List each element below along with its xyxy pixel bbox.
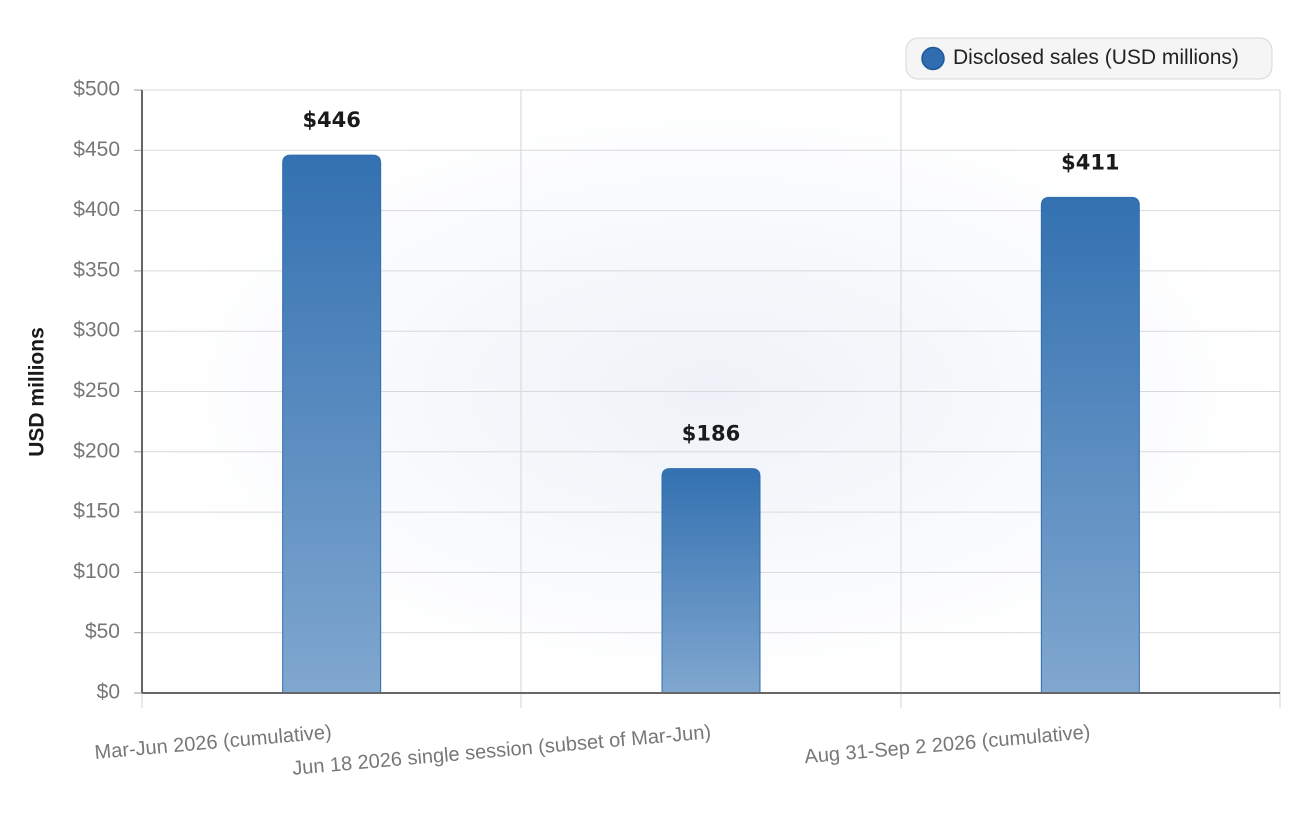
bar xyxy=(282,154,382,694)
y-tick-label: $300 xyxy=(73,319,120,342)
y-tick-label: $150 xyxy=(73,500,120,523)
y-tick-label: $500 xyxy=(73,78,120,101)
x-tick-label: Aug 31-Sep 2 2026 (cumulative) xyxy=(804,721,1092,768)
y-tick-label: $0 xyxy=(97,681,120,704)
y-tick-label: $100 xyxy=(73,560,120,583)
value-label: $446 xyxy=(302,108,360,132)
legend: Disclosed sales (USD millions) xyxy=(905,37,1273,80)
y-tick-label: $350 xyxy=(73,258,120,281)
y-axis-title: USD millions xyxy=(26,327,49,457)
x-tick-label: Jun 18 2026 single session (subset of Ma… xyxy=(291,721,712,780)
y-tick-label: $50 xyxy=(85,620,120,643)
y-tick-label: $400 xyxy=(73,198,120,221)
bar xyxy=(661,468,761,694)
y-tick-label: $450 xyxy=(73,138,120,161)
bar xyxy=(1040,196,1140,694)
legend-swatch xyxy=(921,46,945,71)
y-tick-label: $200 xyxy=(73,439,120,462)
y-tick-label: $250 xyxy=(73,379,120,402)
value-label: $411 xyxy=(1061,150,1119,174)
value-label: $186 xyxy=(682,422,740,446)
legend-box xyxy=(905,37,1273,80)
legend-label: Disclosed sales (USD millions) xyxy=(953,46,1239,69)
